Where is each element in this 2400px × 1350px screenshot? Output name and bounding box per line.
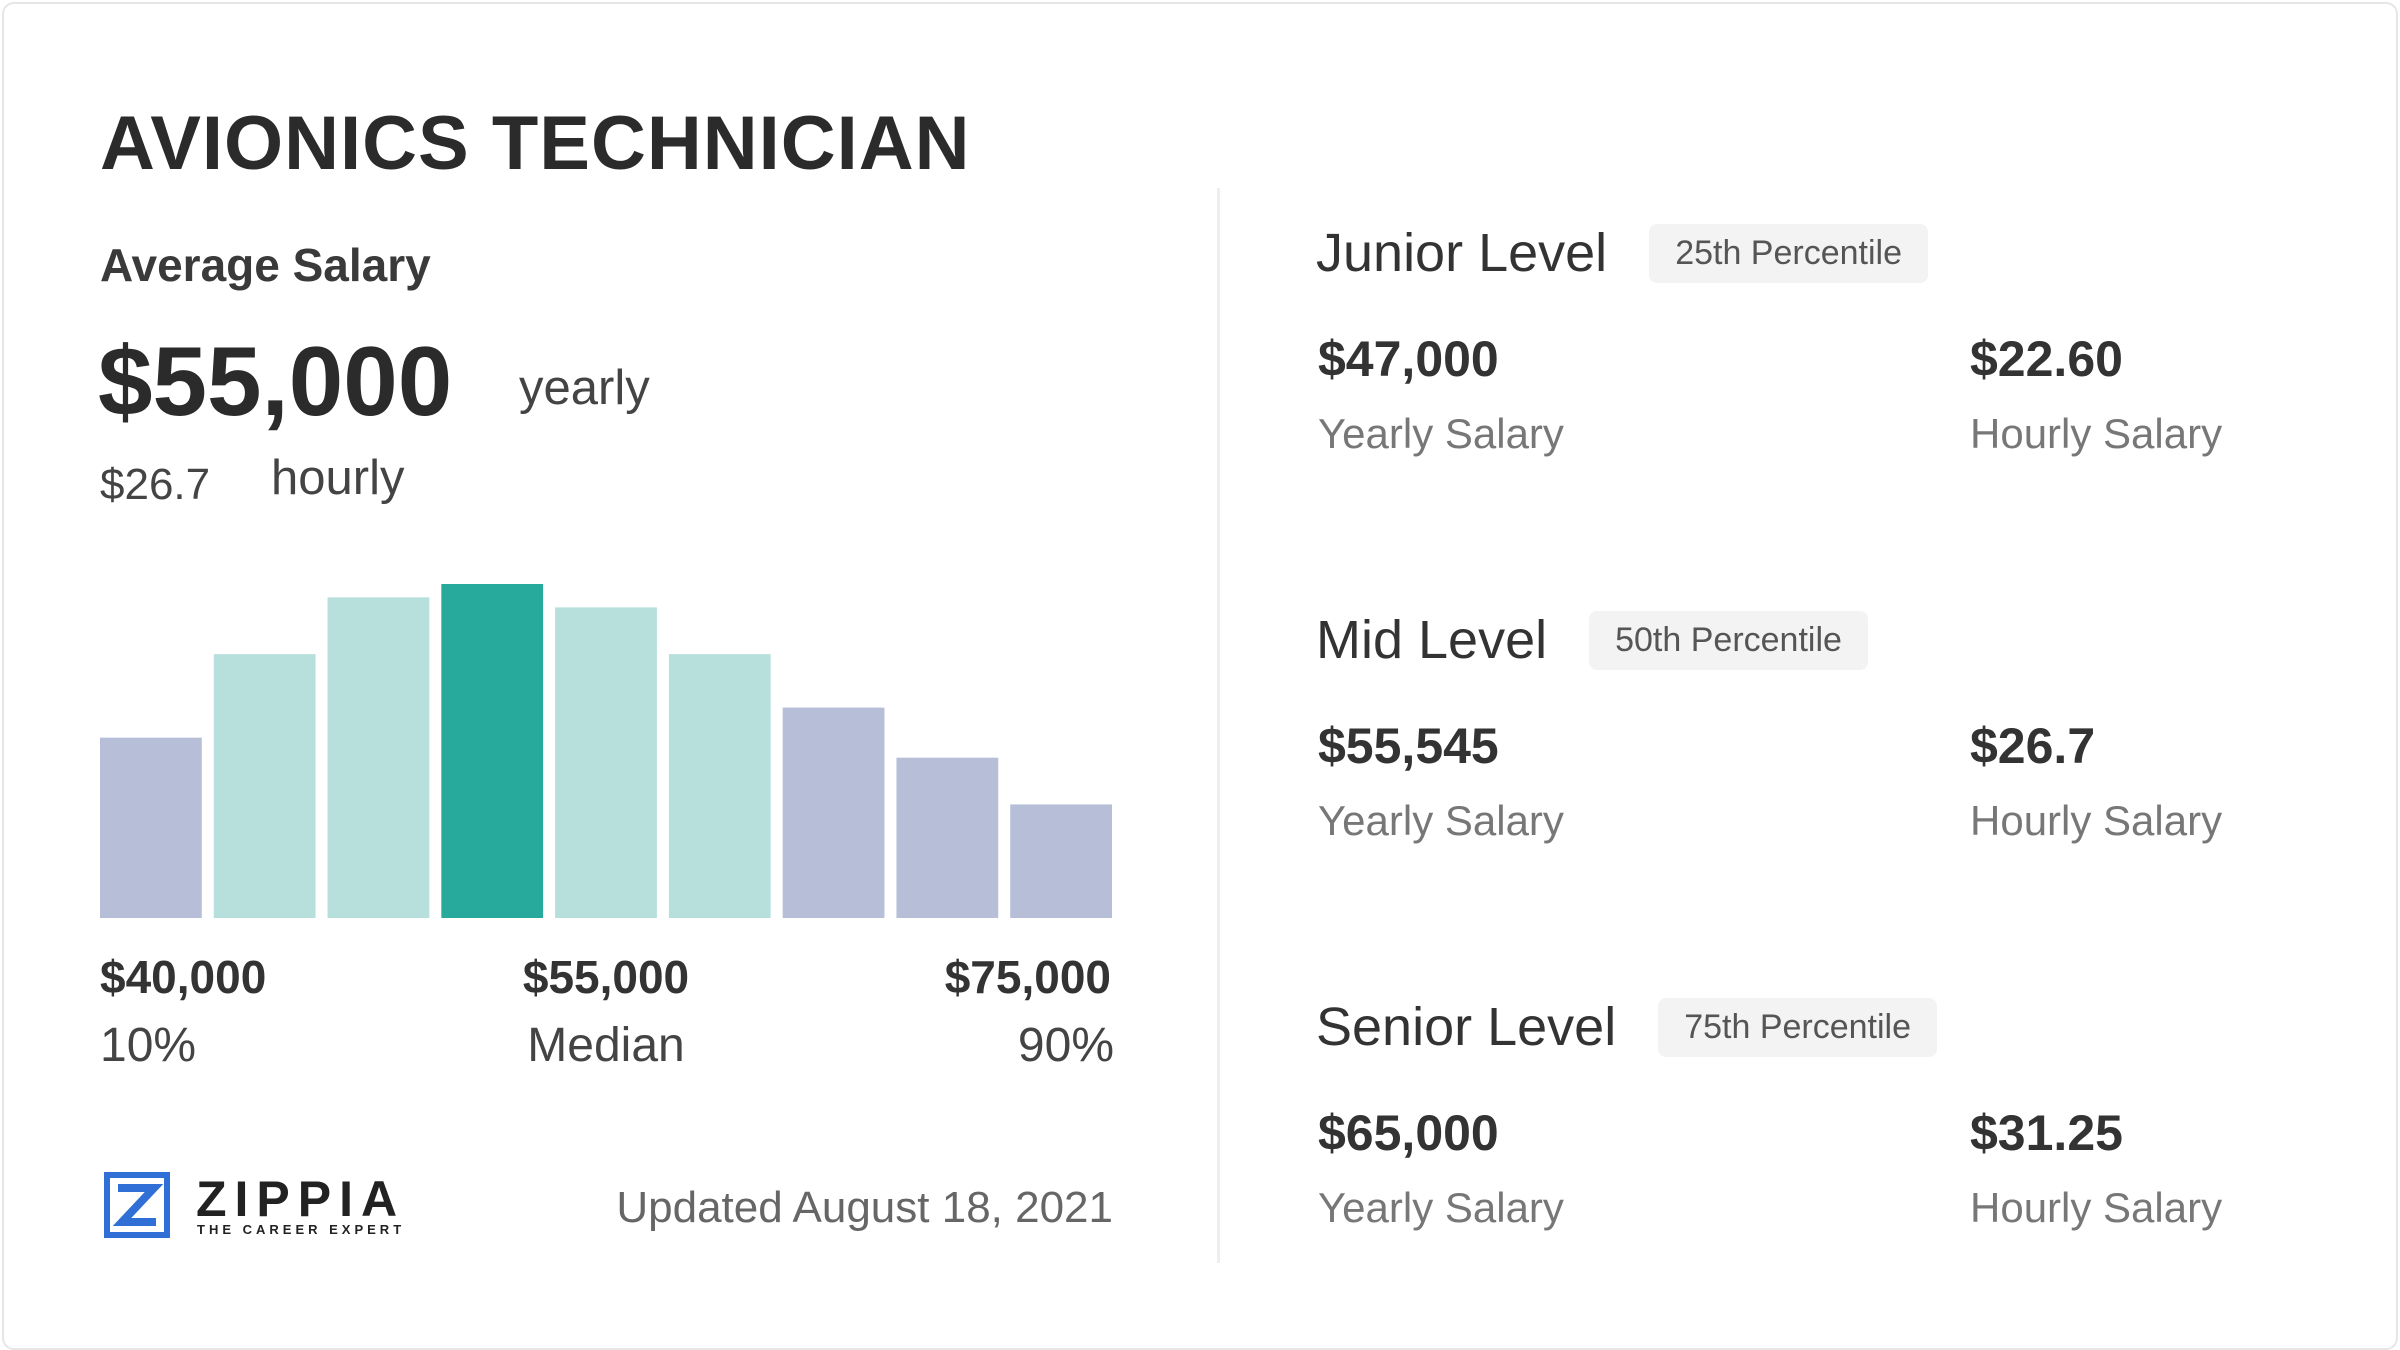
hourly-salary: $22.60	[1970, 331, 2123, 387]
job-title: AVIONICS TECHNICIAN	[100, 101, 971, 186]
yearly-salary: $47,000	[1318, 331, 1499, 387]
level-header: Senior Level 75th Percentile	[1316, 996, 1938, 1058]
yearly-label: Yearly Salary	[1318, 797, 1564, 844]
yearly-salary: $65,000	[1318, 1105, 1499, 1161]
level-header: Mid Level 50th Percentile	[1316, 609, 1868, 671]
bar	[782, 707, 885, 918]
marker-salary: $75,000	[944, 951, 1111, 1003]
marker-label: 10%	[100, 1019, 197, 1072]
updated-date: Updated August 18, 2021	[616, 1183, 1113, 1232]
level-name: Senior Level	[1316, 997, 1617, 1057]
hourly-unit: hourly	[271, 451, 405, 505]
level-name: Mid Level	[1316, 610, 1548, 670]
bar	[441, 584, 544, 918]
level-header: Junior Level 25th Percentile	[1316, 222, 1928, 284]
marker-salary: $40,000	[100, 951, 267, 1003]
average-yearly: $55,000	[98, 326, 453, 436]
bar	[1010, 804, 1112, 918]
bar	[896, 757, 999, 918]
percentile-badge: 75th Percentile	[1658, 997, 1938, 1057]
bar	[327, 597, 430, 918]
marker-salary: $55,000	[522, 951, 690, 1003]
percentile-badge: 50th Percentile	[1589, 610, 1868, 670]
marker-label: 90%	[1017, 1019, 1114, 1072]
logo-name: ZIPPIA	[196, 1171, 406, 1227]
logo-icon	[104, 1172, 170, 1238]
hourly-label: Hourly Salary	[1970, 410, 2223, 457]
level-name: Junior Level	[1316, 223, 1608, 283]
yearly-salary: $55,545	[1318, 718, 1499, 774]
logo-tagline: THE CAREER EXPERT	[197, 1222, 406, 1237]
bar	[100, 737, 202, 918]
yearly-label: Yearly Salary	[1318, 1184, 1564, 1231]
divider	[1217, 188, 1220, 1263]
bar	[213, 654, 316, 918]
yearly-label: Yearly Salary	[1318, 410, 1564, 457]
bar	[555, 607, 657, 918]
average-hourly: $26.7	[100, 460, 211, 509]
hourly-label: Hourly Salary	[1970, 1184, 2223, 1231]
average-label: Average Salary	[100, 239, 431, 291]
bar	[668, 654, 771, 918]
hourly-label: Hourly Salary	[1970, 797, 2223, 844]
chart	[100, 584, 1112, 918]
marker-label: Median	[527, 1019, 685, 1072]
yearly-unit: yearly	[519, 361, 650, 415]
hourly-salary: $31.25	[1970, 1105, 2123, 1161]
percentile-badge: 25th Percentile	[1649, 223, 1928, 283]
hourly-salary: $26.7	[1970, 718, 2096, 774]
